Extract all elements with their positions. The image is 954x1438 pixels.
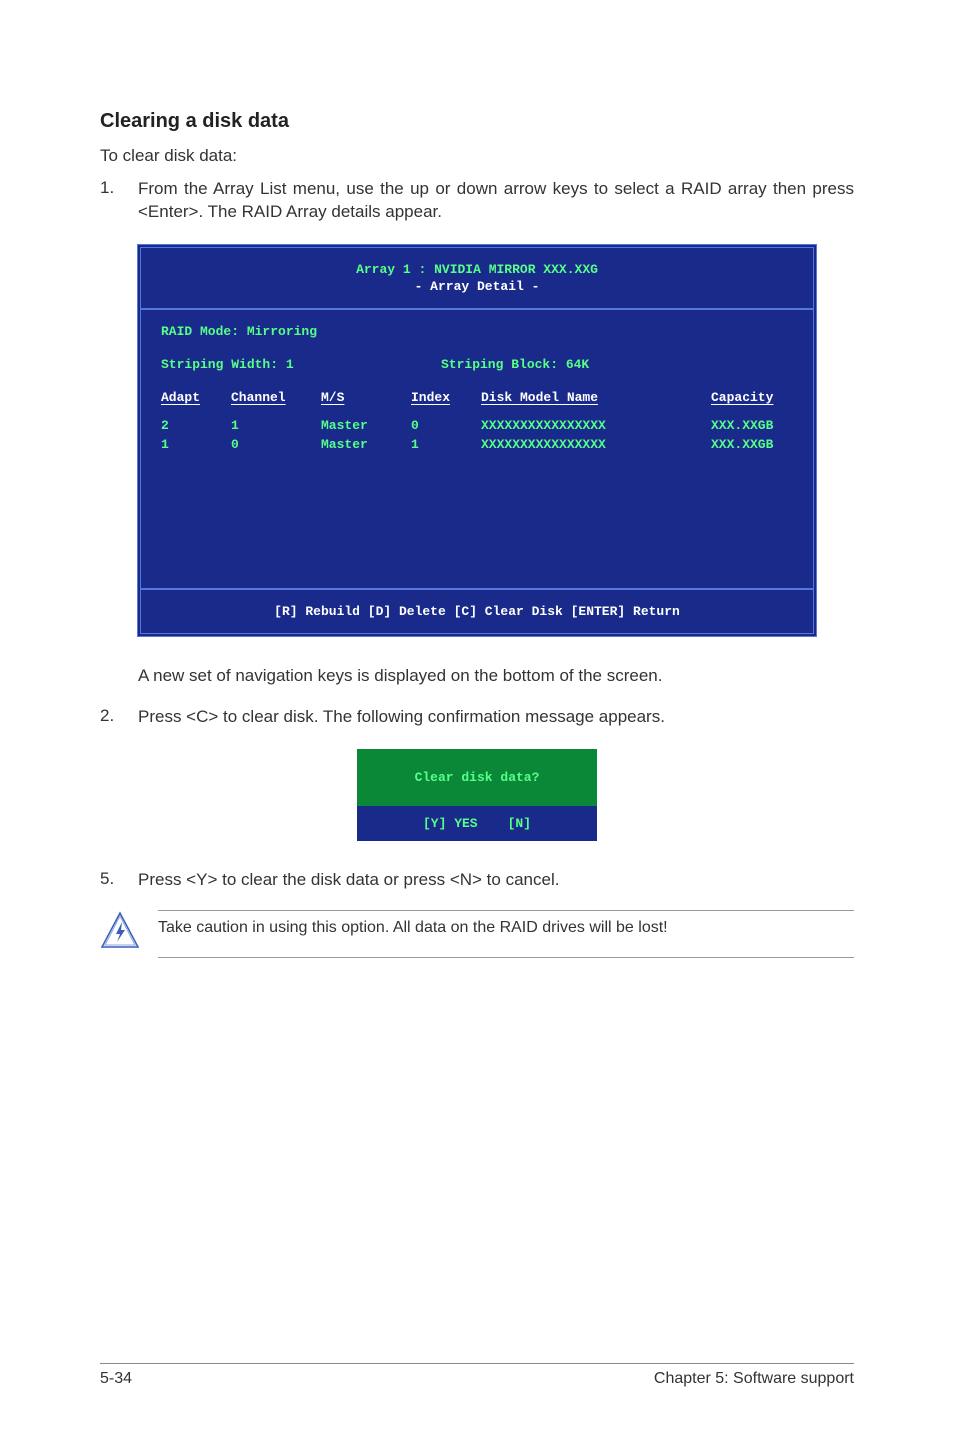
footer-page-number: 5-34 <box>100 1370 132 1388</box>
step-number: 5. <box>100 869 138 892</box>
step-1: 1. From the Array List menu, use the up … <box>100 178 854 224</box>
cell-capacity: XXX.XXGB <box>711 418 791 433</box>
dialog-question: Clear disk data? <box>357 749 597 806</box>
bios-footer-keys: [R] Rebuild [D] Delete [C] Clear Disk [E… <box>141 590 813 633</box>
bios-screen: Array 1 : NVIDIA MIRROR XXX.XXG - Array … <box>137 244 817 637</box>
step-number: 1. <box>100 178 138 224</box>
step-5: 5. Press <Y> to clear the disk data or p… <box>100 869 854 892</box>
cell-capacity: XXX.XXGB <box>711 437 791 452</box>
section-heading: Clearing a disk data <box>100 110 854 133</box>
bios-table-row: 2 1 Master 0 XXXXXXXXXXXXXXXX XXX.XXGB <box>161 418 793 433</box>
footer-chapter: Chapter 5: Software support <box>654 1370 854 1388</box>
cell-channel: 1 <box>231 418 321 433</box>
cell-ms: Master <box>321 437 411 452</box>
cell-model: XXXXXXXXXXXXXXXX <box>481 437 711 452</box>
cell-index: 1 <box>411 437 481 452</box>
step-after-text: A new set of navigation keys is displaye… <box>138 665 662 688</box>
cell-channel: 0 <box>231 437 321 452</box>
bios-title-bar: Array 1 : NVIDIA MIRROR XXX.XXG - Array … <box>141 248 813 310</box>
col-header-ms: M/S <box>321 390 411 405</box>
step-1-after: A new set of navigation keys is displaye… <box>100 665 854 688</box>
cell-index: 0 <box>411 418 481 433</box>
col-header-model: Disk Model Name <box>481 390 711 405</box>
lightning-triangle-icon <box>100 910 140 950</box>
dialog-buttons: [Y] YES [N] <box>357 806 597 841</box>
col-header-adapt: Adapt <box>161 390 231 405</box>
col-header-capacity: Capacity <box>711 390 791 405</box>
intro-text: To clear disk data: <box>100 145 854 168</box>
bios-table-row: 1 0 Master 1 XXXXXXXXXXXXXXXX XXX.XXGB <box>161 437 793 452</box>
striping-width: Striping Width: 1 <box>161 357 441 372</box>
col-header-index: Index <box>411 390 481 405</box>
confirmation-dialog: Clear disk data? [Y] YES [N] <box>100 749 854 841</box>
bios-table-header: Adapt Channel M/S Index Disk Model Name … <box>161 390 793 405</box>
page-footer: 5-34 Chapter 5: Software support <box>100 1363 854 1388</box>
cell-model: XXXXXXXXXXXXXXXX <box>481 418 711 433</box>
cell-ms: Master <box>321 418 411 433</box>
striping-block: Striping Block: 64K <box>441 357 589 372</box>
dialog-yes: [Y] YES <box>423 816 478 831</box>
step-number: 2. <box>100 706 138 729</box>
caution-text: Take caution in using this option. All d… <box>158 910 854 958</box>
raid-mode: RAID Mode: Mirroring <box>161 324 441 339</box>
dialog-no: [N] <box>508 816 531 831</box>
caution-block: Take caution in using this option. All d… <box>100 910 854 958</box>
cell-adapt: 1 <box>161 437 231 452</box>
cell-adapt: 2 <box>161 418 231 433</box>
step-2: 2. Press <C> to clear disk. The followin… <box>100 706 854 729</box>
bios-title-line2: - Array Detail - <box>141 279 813 294</box>
step-text: Press <Y> to clear the disk data or pres… <box>138 869 559 892</box>
bios-title-line1: Array 1 : NVIDIA MIRROR XXX.XXG <box>141 262 813 277</box>
step-text: Press <C> to clear disk. The following c… <box>138 706 665 729</box>
step-spacer <box>100 665 138 688</box>
step-text: From the Array List menu, use the up or … <box>138 178 854 224</box>
bios-body: RAID Mode: Mirroring Striping Width: 1 S… <box>141 310 813 590</box>
bios-meta-line2: Striping Width: 1 Striping Block: 64K <box>161 357 793 372</box>
col-header-channel: Channel <box>231 390 321 405</box>
bios-meta-line1: RAID Mode: Mirroring <box>161 324 793 339</box>
